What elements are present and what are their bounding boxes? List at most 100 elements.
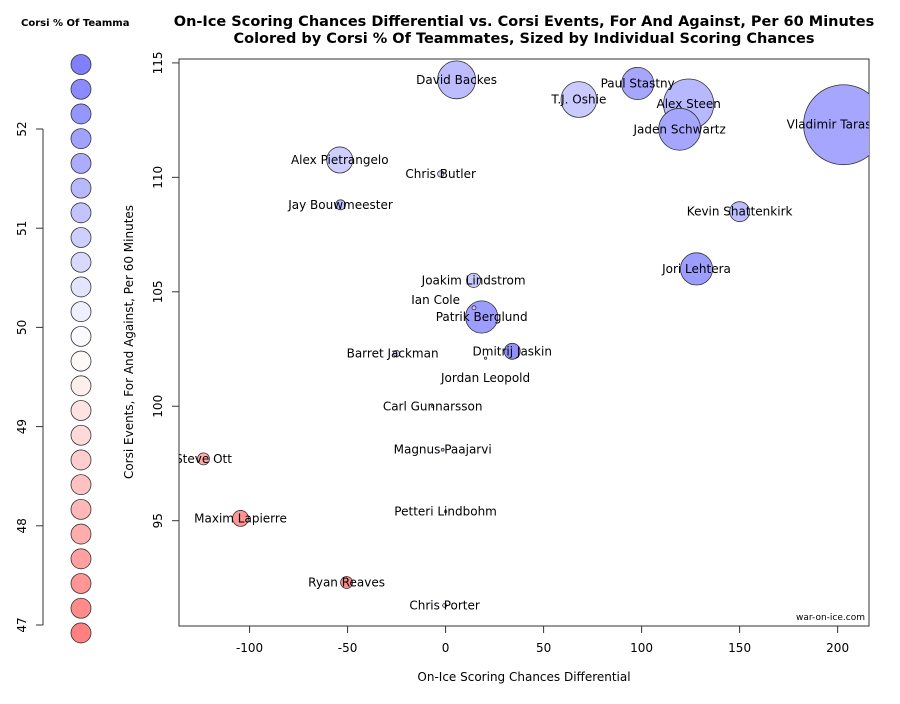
- legend-swatch: [70, 424, 92, 446]
- data-point: [431, 404, 435, 408]
- data-point: [440, 447, 445, 452]
- data-point: [560, 81, 598, 118]
- data-point: [437, 170, 445, 178]
- legend-tick-label: 50: [15, 320, 29, 335]
- data-point: [503, 342, 521, 360]
- legend-swatch: [70, 301, 92, 323]
- legend-swatch: [70, 548, 92, 570]
- x-axis-label: On-Ice Scoring Chances Differential: [417, 670, 630, 684]
- legend-title: Corsi % Of Teamma: [21, 18, 129, 29]
- data-point: [471, 305, 477, 311]
- point-label: Jordan Leopold: [440, 371, 530, 385]
- x-tick-label: -50: [338, 641, 358, 655]
- x-tick-label: -100: [236, 641, 263, 655]
- data-point: [393, 350, 401, 358]
- data-point: [729, 201, 751, 223]
- legend-swatch: [70, 251, 92, 273]
- legend-swatch: [70, 325, 92, 347]
- plot-frame: [178, 58, 870, 627]
- y-tick-label: 105: [151, 280, 165, 303]
- point-label: Vladimir Tarasenko: [787, 118, 900, 132]
- y-tick-label: 110: [151, 166, 165, 189]
- legend-tick-label: 48: [15, 518, 29, 533]
- legend-swatch: [70, 400, 92, 421]
- legend-swatch: [70, 573, 92, 594]
- chart-subtitle: Colored by Corsi % Of Teammates, Sized b…: [233, 31, 814, 47]
- y-tick-label: 100: [151, 395, 165, 418]
- point-label: Chris Butler: [405, 167, 476, 181]
- point-labels: David Backes T.J. Oshie Paul Stastny Alex S…: [175, 73, 900, 613]
- point-label: Petteri Lindbohm: [394, 505, 497, 519]
- watermark: war-on-ice.com: [796, 613, 865, 623]
- point-label: David Backes: [416, 73, 497, 87]
- legend-swatch: [70, 622, 92, 644]
- point-label: T.J. Oshie: [550, 93, 606, 107]
- x-tick-label: 150: [728, 641, 751, 655]
- point-label: Kevin Shattenkirk: [687, 205, 793, 219]
- y-tick-label: 95: [151, 513, 165, 528]
- legend-tick-label: 47: [15, 617, 29, 632]
- point-label: Joakim Lindstrom: [421, 273, 526, 287]
- point-label: Patrik Berglund: [436, 310, 528, 324]
- legend-swatch: [70, 523, 92, 545]
- data-point: [466, 272, 482, 288]
- legend-swatch: [70, 227, 92, 248]
- legend-tick-label: 52: [15, 121, 29, 136]
- legend-tick-label: 49: [15, 419, 29, 434]
- axes: -100 -50 0 50 100 150 200 95 100 105 110 115: [151, 51, 849, 655]
- data-point: [442, 602, 448, 608]
- x-tick-label: 50: [536, 641, 551, 655]
- legend-swatch: [70, 177, 92, 199]
- chart-title: On-Ice Scoring Chances Differential vs. …: [174, 14, 874, 30]
- color-legend: 47 48 49 50 51 52: [15, 54, 92, 644]
- legend-swatch: [70, 202, 92, 224]
- legend-swatch: [70, 128, 92, 150]
- data-point: [326, 146, 354, 174]
- point-label: Dmitrij Jaskin: [473, 344, 552, 358]
- point-label: Jori Lehtera: [661, 262, 731, 276]
- data-point: [197, 452, 210, 466]
- point-label: Chris Porter: [409, 598, 479, 612]
- legend-swatch: [70, 474, 92, 496]
- data-point: [679, 252, 714, 286]
- point-label: Ryan Reaves: [308, 576, 385, 590]
- point-label: Jaden Schwartz: [633, 122, 726, 136]
- point-label: Carl Gunnarsson: [383, 399, 483, 413]
- y-axis-label: Corsi Events, For And Against, Per 60 Mi…: [122, 205, 136, 479]
- data-point: [483, 356, 488, 360]
- point-label: Magnus Paajarvi: [394, 443, 492, 457]
- points: [197, 60, 869, 608]
- legend-swatch: [70, 350, 92, 372]
- data-point: [340, 576, 353, 589]
- legend-swatch: [70, 152, 92, 174]
- point-label: Alex Pietrangelo: [291, 153, 389, 167]
- legend-swatch: [70, 103, 92, 125]
- legend-swatch: [70, 276, 92, 298]
- x-tick-label: 100: [630, 641, 653, 655]
- data-point: [803, 84, 869, 166]
- point-label: Steve Ott: [175, 452, 232, 466]
- legend-swatch: [70, 375, 92, 397]
- data-point: [658, 107, 702, 151]
- point-label: Jay Bouwmeester: [287, 198, 393, 212]
- x-tick-label: 0: [442, 641, 450, 655]
- data-point: [443, 509, 448, 514]
- data-point: [621, 66, 655, 101]
- point-label: Maxim Lapierre: [194, 511, 287, 525]
- legend-swatch: [70, 449, 92, 471]
- point-label: Paul Stastny: [601, 76, 675, 90]
- point-label: Barret Jackman: [347, 347, 439, 361]
- data-point: [232, 510, 249, 527]
- y-tick-label: 115: [151, 51, 165, 74]
- legend-swatch: [70, 498, 92, 520]
- data-point: [335, 199, 346, 211]
- point-label: Ian Cole: [411, 293, 460, 307]
- data-point: [437, 60, 476, 100]
- x-tick-label: 200: [826, 641, 849, 655]
- point-label: Alex Steen: [656, 97, 720, 111]
- legend-swatch: [70, 78, 92, 100]
- legend-tick-label: 51: [15, 221, 29, 236]
- legend-swatch: [70, 597, 92, 619]
- legend-swatch: [70, 54, 92, 75]
